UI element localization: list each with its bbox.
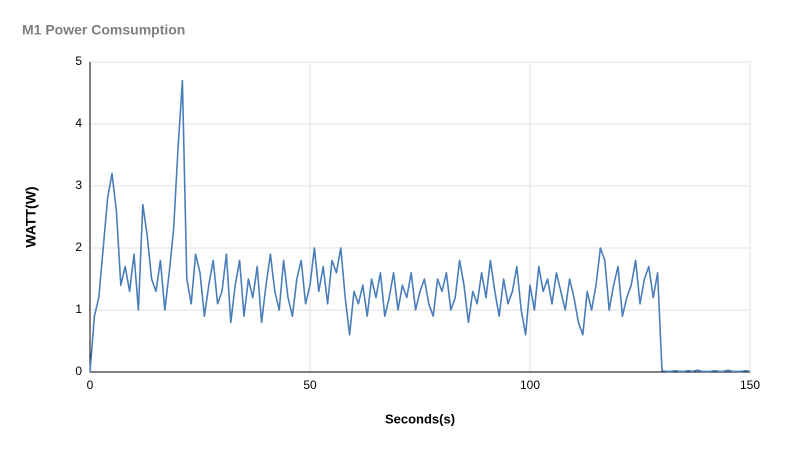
y-tick-label: 4: [75, 116, 82, 130]
y-tick-label: 1: [75, 302, 82, 316]
y-tick-label: 5: [75, 54, 82, 68]
data-line: [89, 79, 751, 373]
x-tick-label: 50: [303, 378, 317, 392]
y-tick-label: 0: [75, 364, 82, 378]
x-axis-label: Seconds(s): [385, 411, 455, 426]
y-tick-label: 3: [75, 178, 82, 192]
plot-area: [89, 61, 751, 373]
x-tick-label: 150: [740, 378, 760, 392]
y-axis-label: WATT(W): [23, 186, 39, 247]
x-tick-label: 100: [520, 378, 540, 392]
x-tick-label: 0: [87, 378, 94, 392]
chart-title: M1 Power Comsumption: [22, 22, 185, 38]
y-tick-label: 2: [75, 240, 82, 254]
